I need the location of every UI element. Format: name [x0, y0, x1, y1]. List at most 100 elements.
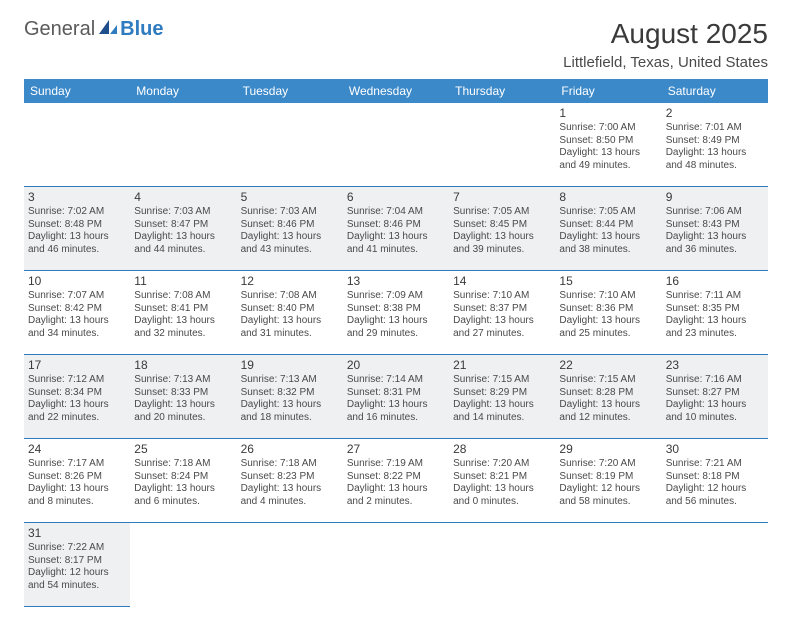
sunrise-text: Sunrise: 7:21 AM: [666, 458, 764, 471]
calendar-cell: 26Sunrise: 7:18 AMSunset: 8:23 PMDayligh…: [237, 439, 343, 523]
daylight-text: Daylight: 13 hours and 29 minutes.: [347, 315, 445, 340]
sunset-text: Sunset: 8:49 PM: [666, 135, 764, 148]
weekday-header: Sunday: [24, 79, 130, 103]
sunset-text: Sunset: 8:45 PM: [453, 219, 551, 232]
day-number: 5: [241, 190, 339, 205]
sunrise-text: Sunrise: 7:15 AM: [453, 374, 551, 387]
calendar-cell: 20Sunrise: 7:14 AMSunset: 8:31 PMDayligh…: [343, 355, 449, 439]
sunset-text: Sunset: 8:41 PM: [134, 303, 232, 316]
sunset-text: Sunset: 8:37 PM: [453, 303, 551, 316]
day-number: 22: [559, 358, 657, 373]
sunrise-text: Sunrise: 7:13 AM: [241, 374, 339, 387]
weekday-header: Thursday: [449, 79, 555, 103]
calendar-row: 3Sunrise: 7:02 AMSunset: 8:48 PMDaylight…: [24, 187, 768, 271]
sunset-text: Sunset: 8:24 PM: [134, 471, 232, 484]
weekday-header: Monday: [130, 79, 236, 103]
calendar-cell: 11Sunrise: 7:08 AMSunset: 8:41 PMDayligh…: [130, 271, 236, 355]
daylight-text: Daylight: 13 hours and 4 minutes.: [241, 483, 339, 508]
daylight-text: Daylight: 13 hours and 27 minutes.: [453, 315, 551, 340]
daylight-text: Daylight: 13 hours and 6 minutes.: [134, 483, 232, 508]
calendar-cell: 15Sunrise: 7:10 AMSunset: 8:36 PMDayligh…: [555, 271, 661, 355]
calendar-cell: 9Sunrise: 7:06 AMSunset: 8:43 PMDaylight…: [662, 187, 768, 271]
day-number: 26: [241, 442, 339, 457]
sunset-text: Sunset: 8:18 PM: [666, 471, 764, 484]
daylight-text: Daylight: 13 hours and 46 minutes.: [28, 231, 126, 256]
calendar-cell: 2Sunrise: 7:01 AMSunset: 8:49 PMDaylight…: [662, 103, 768, 187]
sunrise-text: Sunrise: 7:19 AM: [347, 458, 445, 471]
day-number: 28: [453, 442, 551, 457]
calendar-cell: 22Sunrise: 7:15 AMSunset: 8:28 PMDayligh…: [555, 355, 661, 439]
daylight-text: Daylight: 13 hours and 0 minutes.: [453, 483, 551, 508]
day-number: 25: [134, 442, 232, 457]
day-number: 11: [134, 274, 232, 289]
calendar-cell: 23Sunrise: 7:16 AMSunset: 8:27 PMDayligh…: [662, 355, 768, 439]
sunset-text: Sunset: 8:17 PM: [28, 555, 126, 568]
calendar-cell: 3Sunrise: 7:02 AMSunset: 8:48 PMDaylight…: [24, 187, 130, 271]
calendar-cell: 5Sunrise: 7:03 AMSunset: 8:46 PMDaylight…: [237, 187, 343, 271]
day-number: 24: [28, 442, 126, 457]
daylight-text: Daylight: 13 hours and 34 minutes.: [28, 315, 126, 340]
day-number: 18: [134, 358, 232, 373]
daylight-text: Daylight: 13 hours and 32 minutes.: [134, 315, 232, 340]
calendar-cell: 29Sunrise: 7:20 AMSunset: 8:19 PMDayligh…: [555, 439, 661, 523]
calendar-cell: [130, 523, 236, 607]
day-number: 1: [559, 106, 657, 121]
sunrise-text: Sunrise: 7:15 AM: [559, 374, 657, 387]
calendar-cell: [130, 103, 236, 187]
sunset-text: Sunset: 8:34 PM: [28, 387, 126, 400]
location: Littlefield, Texas, United States: [563, 54, 768, 71]
sunset-text: Sunset: 8:43 PM: [666, 219, 764, 232]
sunset-text: Sunset: 8:42 PM: [28, 303, 126, 316]
sunrise-text: Sunrise: 7:09 AM: [347, 290, 445, 303]
weekday-header: Friday: [555, 79, 661, 103]
logo: General Blue: [24, 18, 164, 41]
sunrise-text: Sunrise: 7:03 AM: [134, 206, 232, 219]
calendar-cell: 31Sunrise: 7:22 AMSunset: 8:17 PMDayligh…: [24, 523, 130, 607]
calendar-cell: 25Sunrise: 7:18 AMSunset: 8:24 PMDayligh…: [130, 439, 236, 523]
sunset-text: Sunset: 8:27 PM: [666, 387, 764, 400]
sunset-text: Sunset: 8:46 PM: [241, 219, 339, 232]
calendar-cell: [449, 523, 555, 607]
calendar-cell: 18Sunrise: 7:13 AMSunset: 8:33 PMDayligh…: [130, 355, 236, 439]
calendar-cell: [343, 103, 449, 187]
weekday-header: Wednesday: [343, 79, 449, 103]
sunrise-text: Sunrise: 7:14 AM: [347, 374, 445, 387]
day-number: 21: [453, 358, 551, 373]
daylight-text: Daylight: 13 hours and 8 minutes.: [28, 483, 126, 508]
sunrise-text: Sunrise: 7:02 AM: [28, 206, 126, 219]
calendar-row: 17Sunrise: 7:12 AMSunset: 8:34 PMDayligh…: [24, 355, 768, 439]
calendar-row: 31Sunrise: 7:22 AMSunset: 8:17 PMDayligh…: [24, 523, 768, 607]
title-block: August 2025 Littlefield, Texas, United S…: [563, 18, 768, 71]
sunrise-text: Sunrise: 7:20 AM: [559, 458, 657, 471]
sunrise-text: Sunrise: 7:20 AM: [453, 458, 551, 471]
day-number: 17: [28, 358, 126, 373]
calendar-cell: 30Sunrise: 7:21 AMSunset: 8:18 PMDayligh…: [662, 439, 768, 523]
day-number: 13: [347, 274, 445, 289]
calendar-cell: 10Sunrise: 7:07 AMSunset: 8:42 PMDayligh…: [24, 271, 130, 355]
day-number: 12: [241, 274, 339, 289]
daylight-text: Daylight: 13 hours and 14 minutes.: [453, 399, 551, 424]
sunset-text: Sunset: 8:46 PM: [347, 219, 445, 232]
calendar-cell: 17Sunrise: 7:12 AMSunset: 8:34 PMDayligh…: [24, 355, 130, 439]
daylight-text: Daylight: 13 hours and 31 minutes.: [241, 315, 339, 340]
calendar-cell: 8Sunrise: 7:05 AMSunset: 8:44 PMDaylight…: [555, 187, 661, 271]
sunrise-text: Sunrise: 7:16 AM: [666, 374, 764, 387]
header: General Blue August 2025 Littlefield, Te…: [24, 18, 768, 71]
sunrise-text: Sunrise: 7:17 AM: [28, 458, 126, 471]
sunrise-text: Sunrise: 7:06 AM: [666, 206, 764, 219]
calendar-cell: 13Sunrise: 7:09 AMSunset: 8:38 PMDayligh…: [343, 271, 449, 355]
calendar-cell: [24, 103, 130, 187]
daylight-text: Daylight: 13 hours and 20 minutes.: [134, 399, 232, 424]
daylight-text: Daylight: 13 hours and 12 minutes.: [559, 399, 657, 424]
day-number: 23: [666, 358, 764, 373]
weekday-header: Saturday: [662, 79, 768, 103]
daylight-text: Daylight: 13 hours and 48 minutes.: [666, 147, 764, 172]
sunset-text: Sunset: 8:47 PM: [134, 219, 232, 232]
day-number: 2: [666, 106, 764, 121]
day-number: 16: [666, 274, 764, 289]
calendar-cell: 27Sunrise: 7:19 AMSunset: 8:22 PMDayligh…: [343, 439, 449, 523]
calendar-cell: [237, 103, 343, 187]
sunset-text: Sunset: 8:19 PM: [559, 471, 657, 484]
sunset-text: Sunset: 8:31 PM: [347, 387, 445, 400]
logo-text-2: Blue: [120, 18, 163, 41]
